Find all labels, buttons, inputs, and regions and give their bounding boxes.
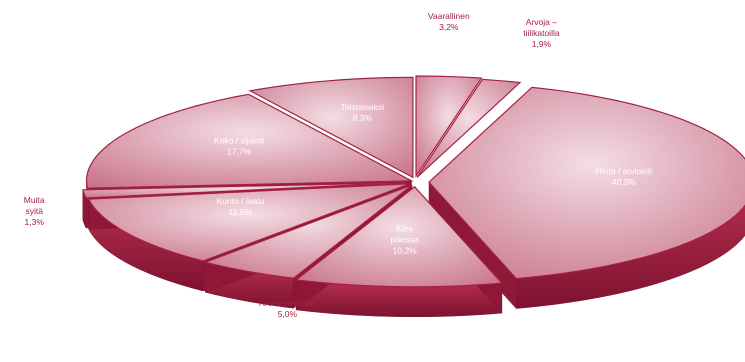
- slice-name-label: piilossa: [391, 235, 420, 245]
- slice-label: Toistaiseksi 8,3%: [341, 102, 385, 123]
- pie-labels: Vaarallinen 3,2% Arvoja – tiilikatoilla 1,9%…: [24, 11, 652, 319]
- pie-slice-6: [87, 183, 410, 262]
- slice-value-label: 11,5%: [229, 207, 253, 217]
- slice-value-label: 10,2%: [393, 246, 418, 256]
- slice-name-label: Kunto / laatu: [217, 196, 265, 206]
- slice-value-label: 1,3%: [25, 217, 45, 227]
- slice-value-label: 8,3%: [353, 113, 373, 123]
- pie-slice-9: [248, 76, 414, 179]
- pie-slice-1: [415, 75, 483, 179]
- slice-value-label: 40,3%: [612, 177, 637, 187]
- slice-name-label: Toistaiseksi: [341, 102, 385, 112]
- slice-name-label: Muita: [24, 195, 45, 205]
- slice-name-label: tiilikatoilla: [523, 28, 560, 38]
- slice-label: Kiire piilossa 10,2%: [391, 224, 420, 256]
- slice-name-label: Arvostelemaan: [259, 298, 316, 308]
- slice-label: Arvostelemaan 5,0%: [259, 298, 316, 319]
- slice-value-label: 5,0%: [278, 309, 298, 319]
- slice-label: Hinta / arviointi 40,3%: [596, 166, 652, 187]
- slice-label: Muita syitä 1,3%: [24, 195, 45, 227]
- pie-slice-4: [294, 185, 504, 288]
- slice-name-label: Koko / sijainti: [214, 135, 264, 145]
- slice-name-label: syitä: [25, 206, 43, 216]
- pie-slice-7: [82, 181, 408, 199]
- slice-label: Koko / sijainti 17,7%: [214, 135, 264, 156]
- pie-slice-2: [416, 78, 522, 178]
- slice-value-label: 3,2%: [439, 22, 459, 32]
- slice-value-label: 17,7%: [227, 146, 252, 156]
- slice-value-label: 1,9%: [532, 39, 552, 49]
- slice-name-label: Kiire: [396, 224, 413, 234]
- pie-slice-5: [203, 184, 413, 279]
- slice-label: Kunto / laatu 11,5%: [217, 196, 265, 217]
- slice-label: Arvoja – tiilikatoilla 1,9%: [523, 17, 560, 49]
- slice-name-label: Arvoja –: [526, 17, 557, 27]
- slice-name-label: Vaarallinen: [428, 11, 470, 21]
- pie-slice-3: [428, 86, 745, 280]
- slice-name-label: Hinta / arviointi: [596, 166, 652, 176]
- pie-slice-8: [85, 93, 414, 189]
- slice-label: Vaarallinen 3,2%: [428, 11, 470, 32]
- pie-tops: [82, 75, 745, 288]
